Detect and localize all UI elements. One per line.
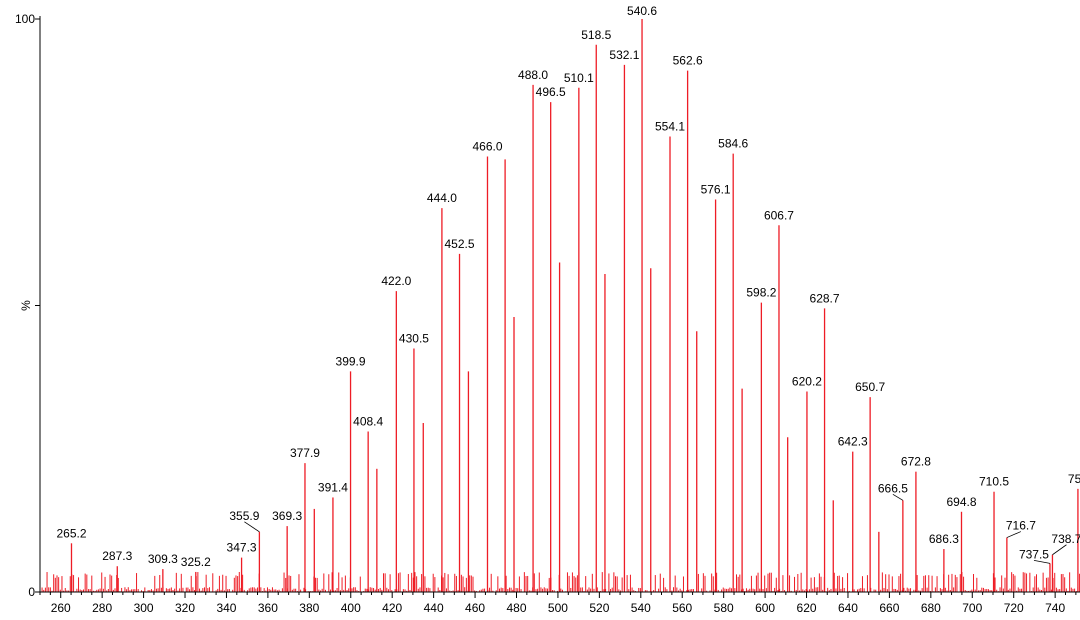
peak-label: 355.9 — [229, 509, 259, 523]
peak-label: 444.0 — [427, 191, 457, 205]
x-tick-label: 700 — [962, 601, 982, 615]
peak-label: 377.9 — [290, 446, 320, 460]
x-tick-label: 400 — [341, 601, 361, 615]
peak-label: 369.3 — [272, 509, 302, 523]
x-tick-label: 740 — [1045, 601, 1065, 615]
x-tick-label: 540 — [631, 601, 651, 615]
peaks-group — [70, 19, 1079, 592]
y-tick-label-0: 0 — [28, 585, 35, 599]
peak-label: 422.0 — [381, 274, 411, 288]
peak-label: 666.5 — [878, 481, 908, 495]
label-leader-738.7 — [1052, 544, 1067, 556]
y-axis-label: % — [19, 300, 33, 311]
x-axis-ticks: 260 280 300 320 340 360 380 400 420 440 460 480 500 5… — [39, 592, 1077, 615]
peak-labels: 265.2 287.3 309.3 325.2 347.3 355.9 369.3 377.9… — [56, 4, 1080, 569]
x-tick-label: 560 — [672, 601, 692, 615]
peak-label: 620.2 — [792, 374, 822, 388]
peak-label: 430.5 — [399, 331, 429, 345]
x-tick-label: 460 — [465, 601, 485, 615]
x-tick-label: 500 — [548, 601, 568, 615]
peak-label: 598.2 — [746, 286, 776, 300]
peak-label: 391.4 — [318, 480, 348, 494]
x-tick-label: 380 — [299, 601, 319, 615]
x-tick-label: 360 — [258, 601, 278, 615]
x-tick-label: 680 — [921, 601, 941, 615]
peak-label: 554.1 — [655, 119, 685, 133]
peak-label: 738.7 — [1051, 532, 1080, 546]
peak-label: 650.7 — [855, 380, 885, 394]
x-tick-label: 480 — [506, 601, 526, 615]
y-tick-label-100: 100 — [15, 12, 35, 26]
peak-label: 408.4 — [353, 415, 383, 429]
label-leader-355.9 — [244, 521, 260, 533]
peak-label: 694.8 — [946, 495, 976, 509]
peak-label: 576.1 — [701, 182, 731, 196]
x-tick-label: 280 — [92, 601, 112, 615]
label-leader-716.7 — [1006, 531, 1022, 538]
peak-label: 496.5 — [536, 85, 566, 99]
peak-label: 510.1 — [564, 71, 594, 85]
peak-label: 562.6 — [673, 54, 703, 68]
peak-label: 75 — [1068, 472, 1080, 486]
x-tick-label: 620 — [797, 601, 817, 615]
peak-label: 287.3 — [102, 549, 132, 563]
peak-label: 628.7 — [810, 291, 840, 305]
peak-label: 540.6 — [627, 4, 657, 18]
x-tick-label: 520 — [589, 601, 609, 615]
peak-label: 606.7 — [764, 208, 794, 222]
y-axis-ticks — [35, 18, 40, 593]
peak-label: 710.5 — [979, 475, 1009, 489]
peak-label: 737.5 — [1019, 547, 1049, 561]
x-tick-label: 600 — [755, 601, 775, 615]
x-tick-label: 260 — [51, 601, 71, 615]
x-tick-label: 320 — [175, 601, 195, 615]
x-tick-label: 300 — [134, 601, 154, 615]
x-tick-label: 580 — [714, 601, 734, 615]
peak-label: 518.5 — [581, 28, 611, 42]
peak-label: 532.1 — [609, 48, 639, 62]
peak-label: 325.2 — [181, 555, 211, 569]
peak-label: 399.9 — [336, 354, 366, 368]
peak-label: 642.3 — [838, 435, 868, 449]
x-tick-label: 440 — [424, 601, 444, 615]
x-tick-label: 720 — [1004, 601, 1024, 615]
label-leader-666.5 — [892, 493, 904, 501]
label-leaders — [244, 493, 1067, 564]
peak-label: 686.3 — [929, 532, 959, 546]
peak-label: 584.6 — [718, 137, 748, 151]
x-tick-label: 340 — [216, 601, 236, 615]
peak-label: 347.3 — [227, 541, 257, 555]
peak-label: 309.3 — [148, 552, 178, 566]
x-tick-label: 640 — [838, 601, 858, 615]
peak-label: 466.0 — [472, 140, 502, 154]
label-leader-737.5 — [1033, 559, 1051, 564]
peak-label: 488.0 — [518, 68, 548, 82]
peak-label: 672.8 — [901, 455, 931, 469]
x-tick-label: 420 — [382, 601, 402, 615]
peak-label: 265.2 — [56, 526, 86, 540]
peak-label: 716.7 — [1006, 519, 1036, 533]
peak-label: 452.5 — [445, 237, 475, 251]
x-tick-label: 660 — [879, 601, 899, 615]
